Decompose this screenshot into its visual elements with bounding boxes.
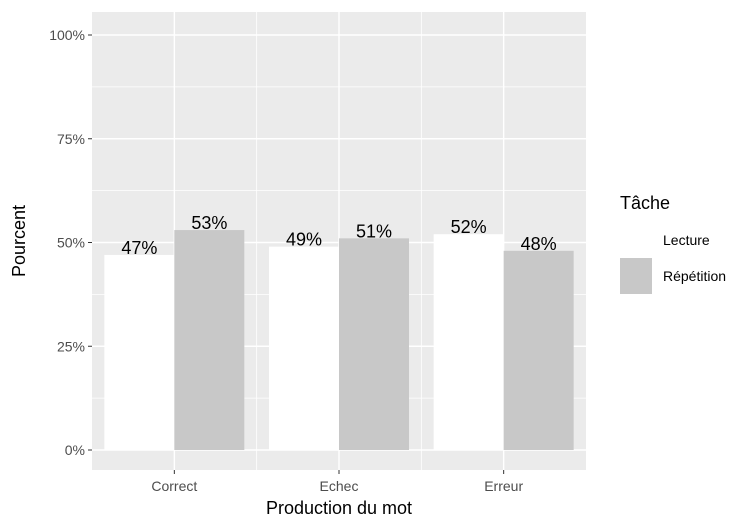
legend-items: Lecture Répétition (620, 222, 726, 294)
x-axis-title: Production du mot (266, 498, 412, 518)
data-label: 47% (121, 238, 157, 258)
x-tick-label: Echec (320, 478, 359, 494)
data-label: 48% (521, 234, 557, 254)
legend-label: Répétition (663, 268, 726, 284)
bar-rptition-erreur (503, 250, 574, 450)
legend-title: Tâche (620, 193, 670, 213)
x-axis: Correct Echec Erreur (151, 470, 523, 494)
bar-rptition-correct (174, 230, 245, 450)
bar-lecture-correct (104, 254, 175, 450)
data-labels: 47% 49% 52% 53% 51% 48% (121, 213, 556, 258)
data-label: 49% (286, 230, 322, 250)
legend: Tâche Lecture Répétition (620, 193, 726, 294)
y-tick-label: 100% (49, 27, 85, 43)
data-label: 53% (191, 213, 227, 233)
x-tick-label: Erreur (484, 478, 523, 494)
bars (104, 230, 574, 450)
y-tick-label: 25% (57, 338, 85, 354)
bar-lecture-echec (269, 246, 339, 450)
data-label: 51% (356, 221, 392, 241)
bar-rptition-echec (339, 238, 409, 450)
data-label: 52% (451, 217, 487, 237)
y-tick-label: 75% (57, 131, 85, 147)
bar-lecture-erreur (433, 234, 504, 450)
legend-key-lecture (620, 222, 652, 258)
y-axis: 0% 25% 50% 75% 100% (49, 27, 92, 458)
legend-key-rptition (620, 258, 652, 294)
x-tick-label: Correct (151, 478, 197, 494)
y-tick-label: 50% (57, 235, 85, 251)
y-tick-label: 0% (65, 442, 85, 458)
y-axis-title: Pourcent (9, 205, 29, 277)
legend-label: Lecture (663, 232, 710, 248)
